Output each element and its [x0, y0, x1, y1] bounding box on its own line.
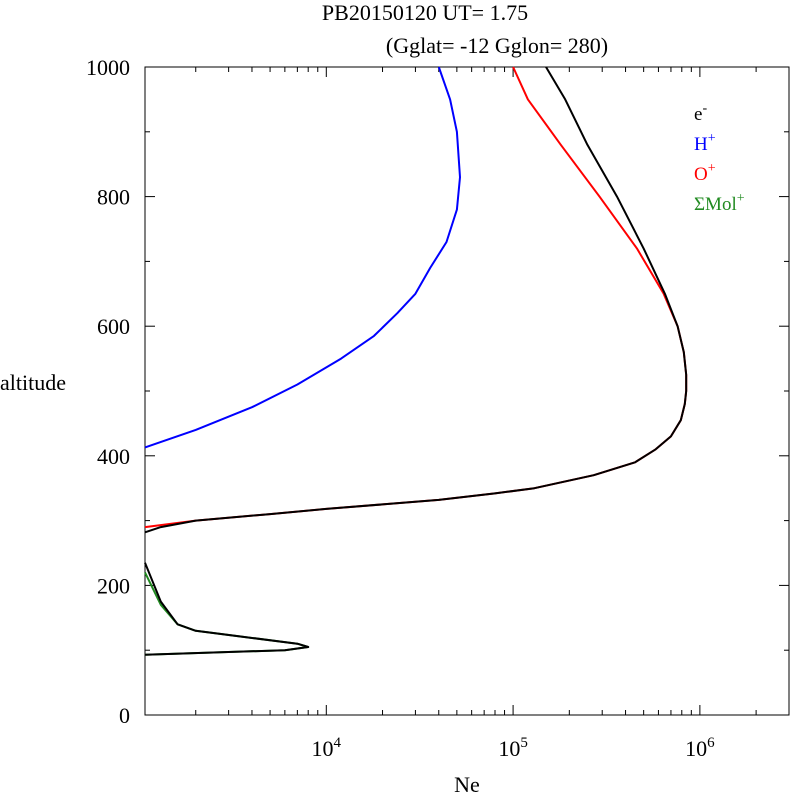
- y-tick-label: 1000: [86, 55, 130, 80]
- x-tick-labels: 104 105 106: [312, 735, 716, 761]
- x-tick-label: 105: [498, 735, 528, 761]
- series-line-h: [144, 66, 461, 449]
- y-axis-label: altitude: [0, 370, 66, 395]
- series-line-o: [144, 66, 688, 529]
- x-tick-label: 104: [312, 735, 342, 761]
- y-tick-labels: 0 200 400 600 800 1000: [86, 55, 130, 728]
- y-tick-label: 600: [97, 314, 130, 339]
- legend-entry-h: H+: [694, 131, 716, 155]
- y-tick-label: 200: [97, 573, 130, 598]
- axis-ticks: [145, 66, 790, 716]
- x-axis-label: Ne: [454, 772, 480, 796]
- y-tick-label: 800: [97, 185, 130, 210]
- chart-subtitle: (Gglat= -12 Gglon= 280): [386, 33, 608, 58]
- y-tick-label: 400: [97, 444, 130, 469]
- legend-entry-o: O+: [694, 161, 716, 185]
- y-tick-label: 0: [119, 703, 130, 728]
- legend-entry-mol: ΣMol+: [694, 191, 745, 215]
- legend: e- H+ O+ ΣMol+: [694, 101, 745, 215]
- chart-title: PB20150120 UT= 1.75: [322, 0, 528, 25]
- legend-entry-e: e-: [694, 101, 707, 125]
- series-line-e: [144, 66, 688, 656]
- x-tick-label: 106: [685, 735, 715, 761]
- series-lines: [144, 66, 688, 656]
- plot-frame: [144, 66, 790, 716]
